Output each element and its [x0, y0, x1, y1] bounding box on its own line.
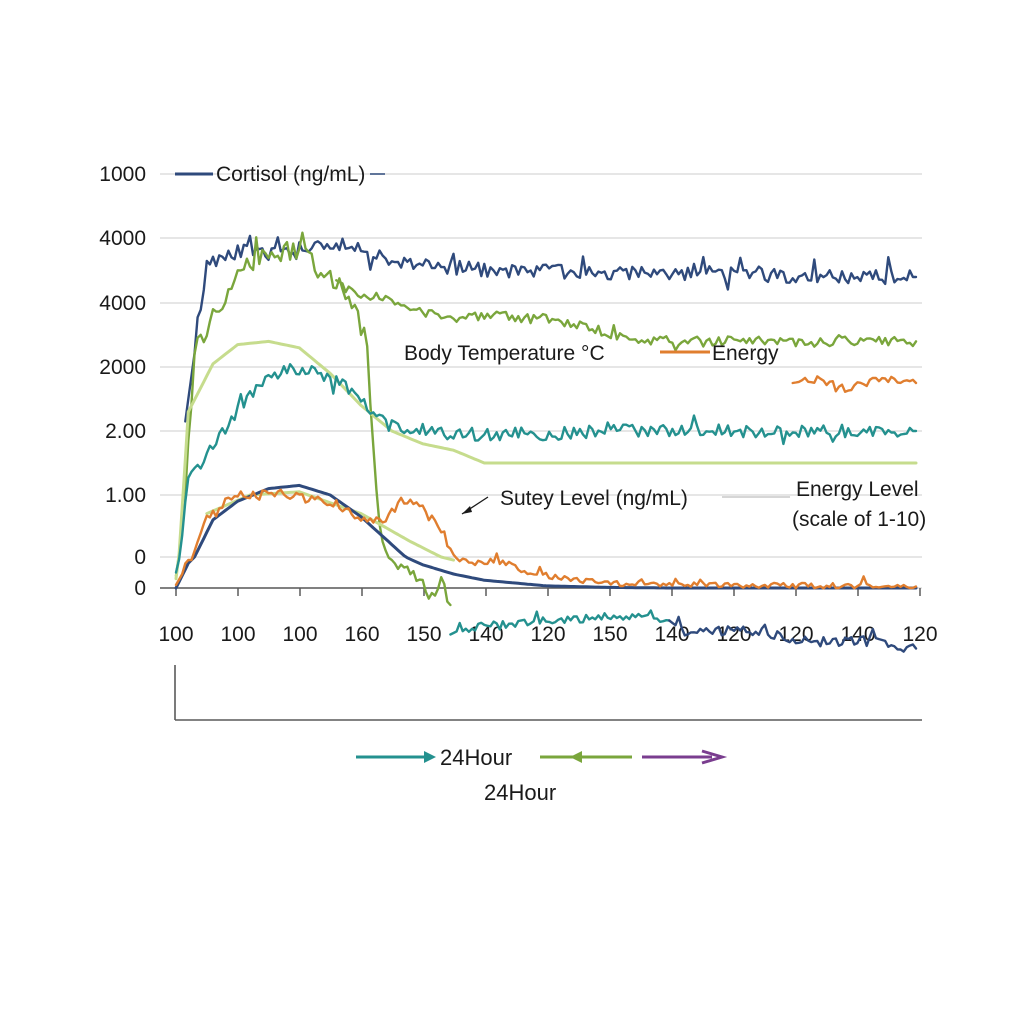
x-tick-label: 100	[282, 623, 317, 646]
series-line-light_green_curve	[174, 339, 918, 581]
cortisol-label: Cortisol (ng/mL)	[216, 163, 365, 186]
sutey-pointer-arrowhead	[462, 506, 472, 514]
x-tick-label: 150	[406, 623, 441, 646]
series-line-green_upper	[335, 279, 918, 352]
legend: 24Hour 24Hour	[356, 745, 728, 805]
series-line-orange	[174, 488, 918, 590]
y-tick-label: 4000	[99, 227, 146, 250]
legend-purple-arrow-icon	[701, 749, 728, 765]
axes	[160, 587, 922, 721]
x-tick-label: 100	[158, 623, 193, 646]
series-line-green	[174, 231, 452, 607]
legend-item-24hour: 24Hour	[440, 745, 512, 770]
y-tick-label: 4000	[99, 292, 146, 315]
y-tick-label: 1000	[99, 163, 146, 186]
x-tick-label: 160	[344, 623, 379, 646]
x-tick-label: 120	[902, 623, 937, 646]
series-line-green_tail	[449, 609, 671, 636]
grid-lines	[160, 173, 922, 589]
energy-level-scale: (scale of 1-10)	[792, 508, 926, 531]
x-tick-labels: 100 100 100 160 150 140 120 150 140 120 120 140 120	[158, 623, 937, 646]
x-tick-label: 120	[530, 623, 565, 646]
y-tick-label: 2000	[99, 356, 146, 379]
series-line-cortisol	[184, 234, 918, 423]
legend-teal-arrow-icon	[424, 751, 436, 763]
body-temperature-label: Body Temperature °C	[404, 342, 605, 365]
annotations: Cortisol (ng/mL) Body Temperature °C Ene…	[175, 163, 926, 531]
y-tick-labels: 1000 4000 4000 2000 2.00 1.00 0 0	[99, 163, 146, 600]
y-tick-label: 0	[134, 577, 146, 600]
x-tick-label: 140	[840, 623, 875, 646]
legend-green-arrow-icon	[570, 751, 582, 763]
energy-level-title: Energy Level	[796, 478, 919, 501]
y-tick-label: 1.00	[105, 484, 146, 507]
y-tick-label: 0	[134, 546, 146, 569]
series-line-navy_curve	[174, 483, 918, 590]
sutey-label: Sutey Level (ng/mL)	[500, 487, 688, 510]
legend-caption: 24Hour	[484, 780, 556, 805]
energy-label: Energy	[712, 342, 779, 365]
x-tick-label: 140	[468, 623, 503, 646]
x-tick-label: 150	[592, 623, 627, 646]
series-line-teal	[174, 363, 918, 574]
series-lines	[174, 231, 918, 653]
series-line-orange_energy	[791, 375, 918, 393]
series-line-navy_tail	[668, 615, 918, 653]
y-tick-label: 2.00	[105, 420, 146, 443]
x-tick-label: 100	[220, 623, 255, 646]
